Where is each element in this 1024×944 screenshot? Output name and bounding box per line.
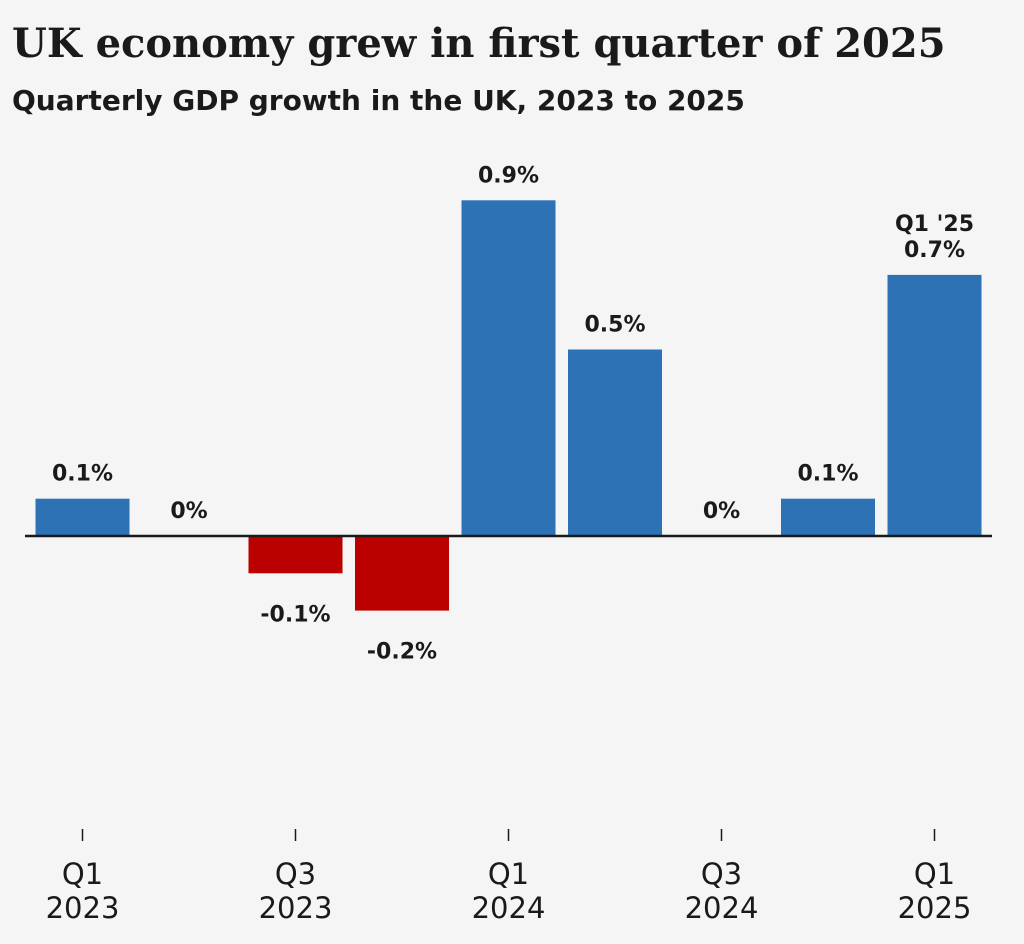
tick-label-year: 2025 bbox=[898, 891, 972, 925]
data-label: 0.1% bbox=[52, 462, 113, 487]
data-label: 0% bbox=[170, 499, 207, 524]
tick-label-quarter: Q1 bbox=[914, 857, 955, 891]
bars-group bbox=[35, 200, 982, 611]
bar-q1-2024 bbox=[461, 200, 556, 537]
chart-title: UK economy grew in first quarter of 2025 bbox=[12, 20, 946, 67]
chart-subtitle: Quarterly GDP growth in the UK, 2023 to … bbox=[12, 84, 745, 117]
data-label: -0.2% bbox=[367, 640, 437, 665]
data-label: 0.5% bbox=[584, 313, 645, 338]
tick-label-year: 2023 bbox=[259, 891, 333, 925]
data-label: -0.1% bbox=[260, 602, 330, 627]
data-label: 0.7% bbox=[904, 238, 965, 263]
data-label: 0.1% bbox=[797, 462, 858, 487]
data-label: 0.9% bbox=[478, 163, 539, 188]
bar-q1-2025 bbox=[887, 274, 982, 536]
tick-label-year: 2024 bbox=[472, 891, 546, 925]
tick-label-year: 2024 bbox=[685, 891, 759, 925]
tick-label-year: 2023 bbox=[46, 891, 120, 925]
tick-label-quarter: Q3 bbox=[701, 857, 742, 891]
data-labels-group: 0.1% 0% -0.1% -0.2% 0.9% 0.5% 0% 0.1% 0.7%Q1 '25 bbox=[52, 163, 974, 664]
tick-label-quarter: Q1 bbox=[62, 857, 103, 891]
bar-q3-2023 bbox=[248, 536, 343, 574]
bar-q2-2024 bbox=[568, 349, 662, 536]
highlight-label: Q1 '25 bbox=[895, 212, 974, 237]
bar-q1-2023 bbox=[35, 498, 130, 536]
data-label: 0% bbox=[703, 499, 740, 524]
bar-q4-2024 bbox=[781, 498, 875, 536]
tick-label-quarter: Q1 bbox=[488, 857, 529, 891]
tick-label-quarter: Q3 bbox=[275, 857, 316, 891]
bar-q4-2023 bbox=[355, 536, 449, 611]
